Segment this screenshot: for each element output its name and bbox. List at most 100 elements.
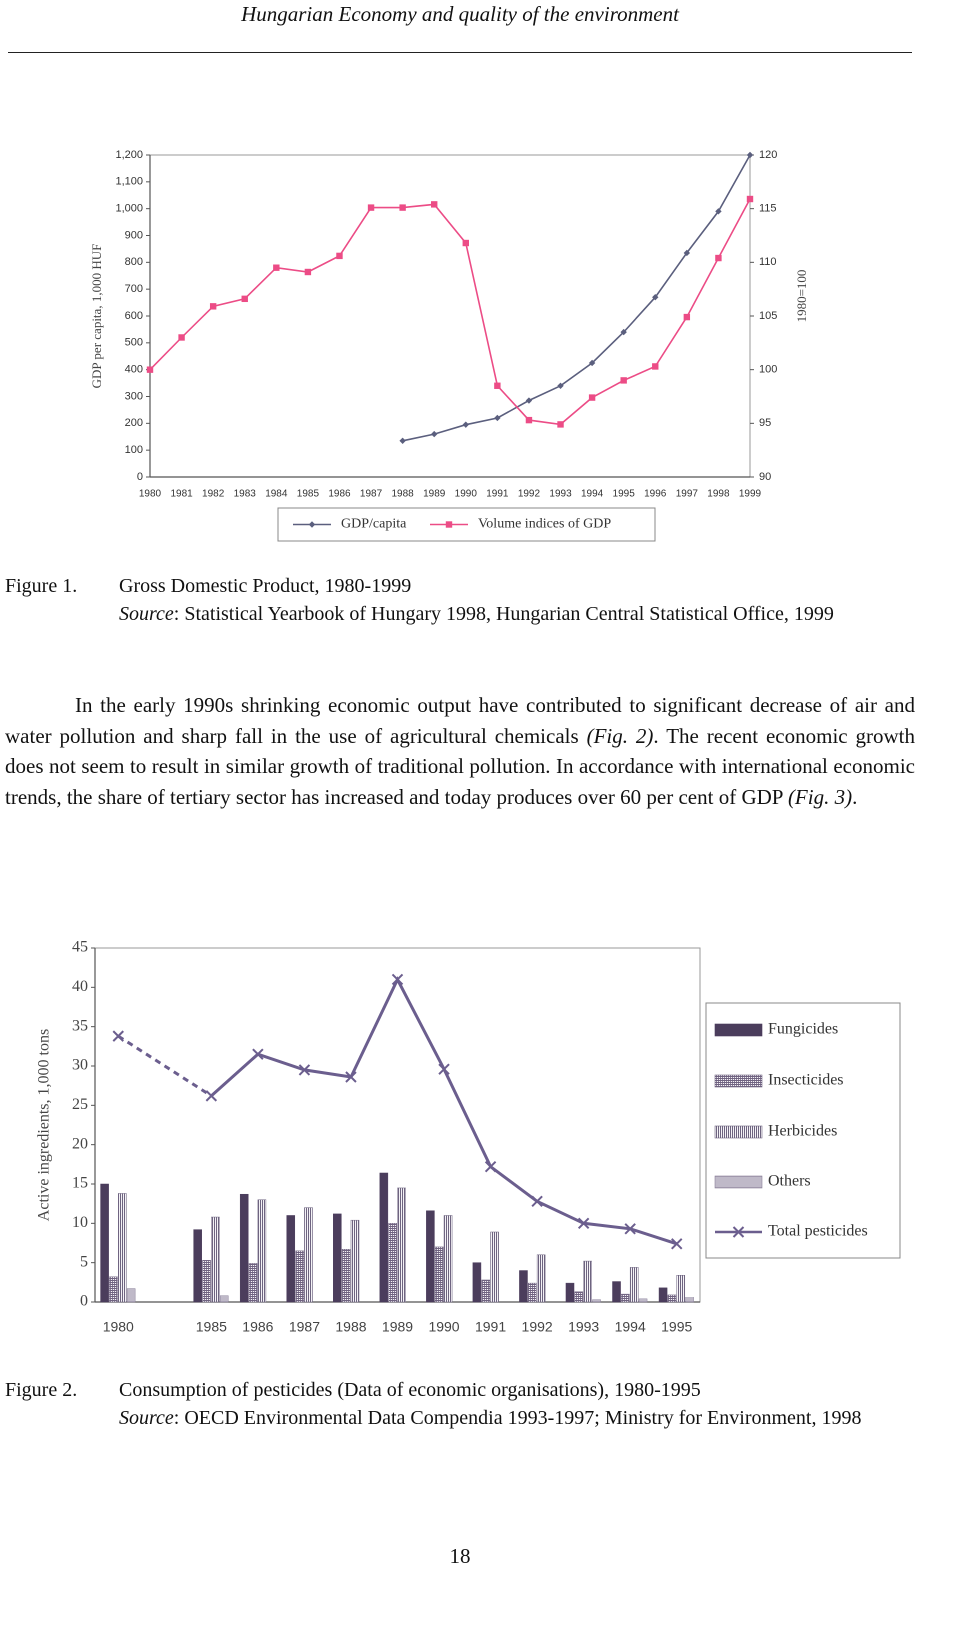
bar <box>583 1260 592 1303</box>
y2-axis-title: 1980=100 <box>794 270 809 323</box>
marker <box>209 303 217 310</box>
marker <box>683 249 691 257</box>
marker <box>391 973 404 986</box>
x-tick-label: 1984 <box>265 489 288 500</box>
bar <box>490 1231 499 1303</box>
bar <box>118 1193 127 1303</box>
y2-tick-label: 105 <box>759 310 777 322</box>
x-tick-label: 1981 <box>170 489 193 500</box>
y2-tick-label: 90 <box>759 471 771 483</box>
x-tick-label: 1986 <box>242 1319 273 1335</box>
y-tick-label: 600 <box>125 310 143 322</box>
legend-label: Herbicides <box>768 1123 837 1140</box>
marker <box>746 195 754 203</box>
legend-marker <box>308 521 316 528</box>
bar <box>667 1294 677 1303</box>
gap-connector <box>117 1034 213 1098</box>
bar <box>248 1263 258 1303</box>
y2-tick-label: 110 <box>759 256 777 268</box>
marker <box>252 1048 264 1060</box>
caption-source: Source: Statistical Yearbook of Hungary … <box>119 600 915 628</box>
y-tick-label: 35 <box>72 1017 88 1034</box>
legend-label: Total pesticides <box>768 1223 868 1240</box>
legend-swatch <box>714 1125 763 1139</box>
line <box>210 976 678 1246</box>
marker <box>715 208 722 215</box>
x-tick-label: 1994 <box>615 1319 646 1335</box>
marker <box>462 239 469 247</box>
legend-label: Insecticides <box>768 1072 844 1089</box>
figure-caption: Figure 1. Gross Domestic Product, 1980-1… <box>5 572 915 628</box>
marker <box>620 377 627 384</box>
marker <box>494 382 501 389</box>
page-number: 18 <box>449 1544 471 1568</box>
bar <box>341 1249 351 1303</box>
marker <box>146 366 154 373</box>
x-tick-label: 1983 <box>234 489 257 500</box>
bar <box>109 1276 118 1303</box>
x-tick-label: 1993 <box>568 1319 599 1335</box>
y-tick-label: 400 <box>125 364 143 376</box>
legend-label: Volume indices of GDP <box>478 517 611 532</box>
legend-label: Others <box>768 1173 811 1190</box>
bar <box>350 1219 360 1303</box>
x-tick-label: 1987 <box>360 489 383 500</box>
x-tick-label: 1989 <box>382 1319 413 1335</box>
marker <box>671 1238 683 1250</box>
marker <box>367 204 375 211</box>
marker <box>652 363 659 370</box>
legend-marker <box>445 521 453 528</box>
y2-tick-label: 115 <box>759 203 777 215</box>
y-tick-label: 45 <box>72 939 88 956</box>
bar <box>219 1295 229 1303</box>
bar <box>658 1287 668 1303</box>
bar <box>472 1262 482 1303</box>
y-tick-label: 20 <box>72 1135 88 1152</box>
figure-ref: (Fig. 2) <box>586 723 654 748</box>
marker <box>620 328 627 336</box>
x-tick-label: 1997 <box>676 489 699 500</box>
bar <box>100 1183 109 1303</box>
marker <box>298 1064 311 1076</box>
x-tick-label: 1985 <box>196 1319 227 1335</box>
y-tick-label: 40 <box>72 978 88 995</box>
marker <box>588 359 596 367</box>
source-label: Source <box>119 1407 174 1429</box>
caption-title: Consumption of pesticides (Data of econo… <box>119 1379 701 1401</box>
bar <box>574 1291 584 1303</box>
marker <box>241 295 248 303</box>
legend-label: GDP/capita <box>341 517 407 532</box>
y-tick-label: 25 <box>72 1096 88 1113</box>
marker <box>624 1223 636 1235</box>
source-text: : OECD Environmental Data Compendia 1993… <box>173 1407 862 1429</box>
x-tick-label: 1989 <box>423 489 446 500</box>
y-axis-title: Active ingredients, 1,000 tons <box>36 1029 53 1221</box>
y-axis-title: GDP per capita, 1,000 HUF <box>89 244 104 389</box>
legend-swatch <box>714 1074 763 1088</box>
y-tick-label: 800 <box>125 256 143 268</box>
bar <box>481 1279 491 1303</box>
x-tick-label: 1980 <box>139 489 162 500</box>
bar <box>304 1207 313 1303</box>
y-tick-label: 700 <box>125 283 143 295</box>
marker <box>588 394 596 401</box>
x-tick-label: 1991 <box>486 489 509 500</box>
marker <box>557 382 564 389</box>
bar <box>193 1229 202 1303</box>
bar <box>257 1199 267 1303</box>
x-tick-label: 1990 <box>428 1319 459 1335</box>
marker <box>494 414 501 422</box>
y-tick-label: 5 <box>80 1253 88 1270</box>
marker <box>205 1090 218 1102</box>
x-tick-label: 1993 <box>549 489 572 500</box>
marker <box>652 294 659 301</box>
marker <box>715 254 722 262</box>
caption-body: Gross Domestic Product, 1980-1999 Source… <box>119 572 915 628</box>
x-tick-label: 1982 <box>202 489 225 500</box>
y2-tick-label: 95 <box>759 417 771 429</box>
x-tick-label: 1986 <box>328 489 351 500</box>
y-tick-label: 200 <box>125 417 143 429</box>
y-tick-label: 1,000 <box>115 203 143 215</box>
marker <box>399 204 406 211</box>
